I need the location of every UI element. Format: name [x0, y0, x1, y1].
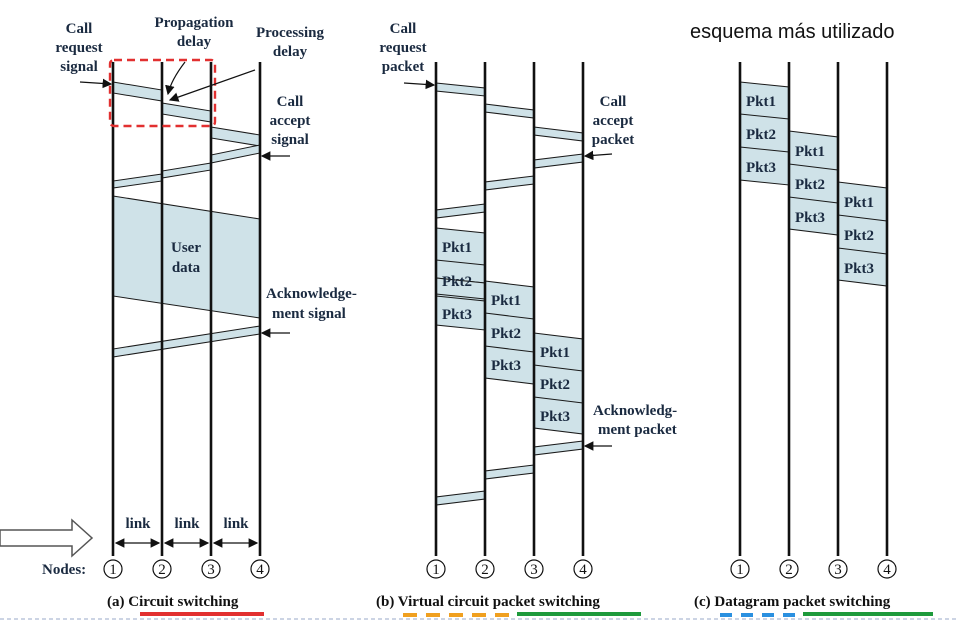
a-user-data-1: User: [171, 240, 201, 256]
svg-text:3: 3: [834, 562, 842, 578]
svg-text:Pkt1: Pkt1: [746, 94, 776, 110]
svg-text:Pkt1: Pkt1: [844, 195, 874, 211]
b-ack-1: Acknowledg-: [593, 403, 677, 419]
svg-text:3: 3: [207, 562, 215, 578]
a-call-accept-2: accept: [270, 113, 311, 129]
a-propagation-1: Propagation: [155, 15, 235, 31]
svg-text:1: 1: [432, 562, 440, 578]
note-label: esquema más utilizado: [690, 21, 895, 43]
svg-text:Pkt3: Pkt3: [491, 358, 521, 374]
svg-text:Pkt1: Pkt1: [795, 144, 825, 160]
svg-text:Pkt2: Pkt2: [442, 274, 472, 290]
caption-a: (a) Circuit switching: [107, 594, 239, 610]
highlight-box: [108, 58, 217, 128]
svg-text:Pkt2: Pkt2: [844, 228, 874, 244]
b-call-request-1: Call: [390, 21, 417, 37]
svg-text:4: 4: [883, 562, 891, 578]
a-user-data-2: data: [172, 260, 201, 276]
a-call-accept-1: Call: [277, 94, 304, 110]
svg-text:Pkt1: Pkt1: [442, 240, 472, 256]
b-call-request-3: packet: [382, 59, 425, 75]
a-processing-1: Processing: [256, 25, 325, 41]
link-label-3: link: [223, 516, 249, 532]
svg-text:Pkt2: Pkt2: [746, 127, 776, 143]
caption-c: (c) Datagram packet switching: [694, 594, 891, 610]
panel-a-bands: [112, 81, 261, 358]
caption-b-underline: [517, 612, 641, 616]
svg-text:2: 2: [481, 562, 489, 578]
node-lines: [111, 62, 889, 556]
svg-text:2: 2: [785, 562, 793, 578]
pointer-arrow-icon: [0, 518, 94, 558]
a-processing-2: delay: [273, 44, 308, 60]
nodes-label: Nodes:: [42, 562, 86, 578]
b-call-accept-3: packet: [592, 132, 635, 148]
svg-text:3: 3: [530, 562, 538, 578]
svg-text:Pkt2: Pkt2: [795, 177, 825, 193]
a-call-request-3: signal: [60, 59, 98, 75]
a-ack-2: ment signal: [272, 306, 346, 322]
a-ack-1: Acknowledge-: [266, 286, 357, 302]
caption-c-underline: [803, 612, 933, 616]
caption-b: (b) Virtual circuit packet switching: [376, 594, 600, 610]
packet-separators: [435, 113, 888, 404]
a-call-request-2: request: [55, 40, 102, 56]
caption-b-dashes: [403, 613, 509, 617]
svg-text:Pkt2: Pkt2: [540, 377, 570, 393]
c-packet-labels: Pkt1 Pkt2 Pkt3 Pkt1 Pkt2 Pkt3 Pkt1 Pkt2 …: [746, 94, 874, 277]
svg-text:Pkt1: Pkt1: [491, 293, 521, 309]
svg-text:Pkt3: Pkt3: [540, 409, 570, 425]
b-packet-labels: Pkt1 Pkt2 Pkt3 Pkt1 Pkt2 Pkt3 Pkt1 Pkt2 …: [442, 240, 570, 425]
caption-c-dashes: [720, 613, 795, 617]
b-call-accept-1: Call: [600, 94, 627, 110]
svg-text:Pkt3: Pkt3: [442, 307, 472, 323]
svg-text:Pkt3: Pkt3: [795, 210, 825, 226]
svg-text:Pkt3: Pkt3: [844, 261, 874, 277]
node-numbers: 1 2 3 4 1 2 3 4 1 2 3 4: [109, 562, 891, 578]
svg-text:Pkt3: Pkt3: [746, 160, 776, 176]
panel-b-bands: [435, 82, 584, 506]
svg-text:4: 4: [256, 562, 264, 578]
b-call-request-2: request: [379, 40, 426, 56]
caption-a-underline: [140, 612, 264, 616]
a-propagation-2: delay: [177, 34, 212, 50]
svg-text:1: 1: [109, 562, 117, 578]
svg-text:4: 4: [579, 562, 587, 578]
a-call-accept-3: signal: [271, 132, 309, 148]
node-circles: [103, 559, 897, 579]
a-call-request-1: Call: [66, 21, 93, 37]
svg-text:2: 2: [158, 562, 166, 578]
annotation-arrows: [79, 61, 613, 548]
b-ack-2: ment packet: [598, 422, 677, 438]
svg-text:Pkt2: Pkt2: [491, 326, 521, 342]
svg-text:Pkt1: Pkt1: [540, 345, 570, 361]
link-label-2: link: [174, 516, 200, 532]
link-label-1: link: [125, 516, 151, 532]
svg-text:1: 1: [736, 562, 744, 578]
b-call-accept-2: accept: [593, 113, 634, 129]
